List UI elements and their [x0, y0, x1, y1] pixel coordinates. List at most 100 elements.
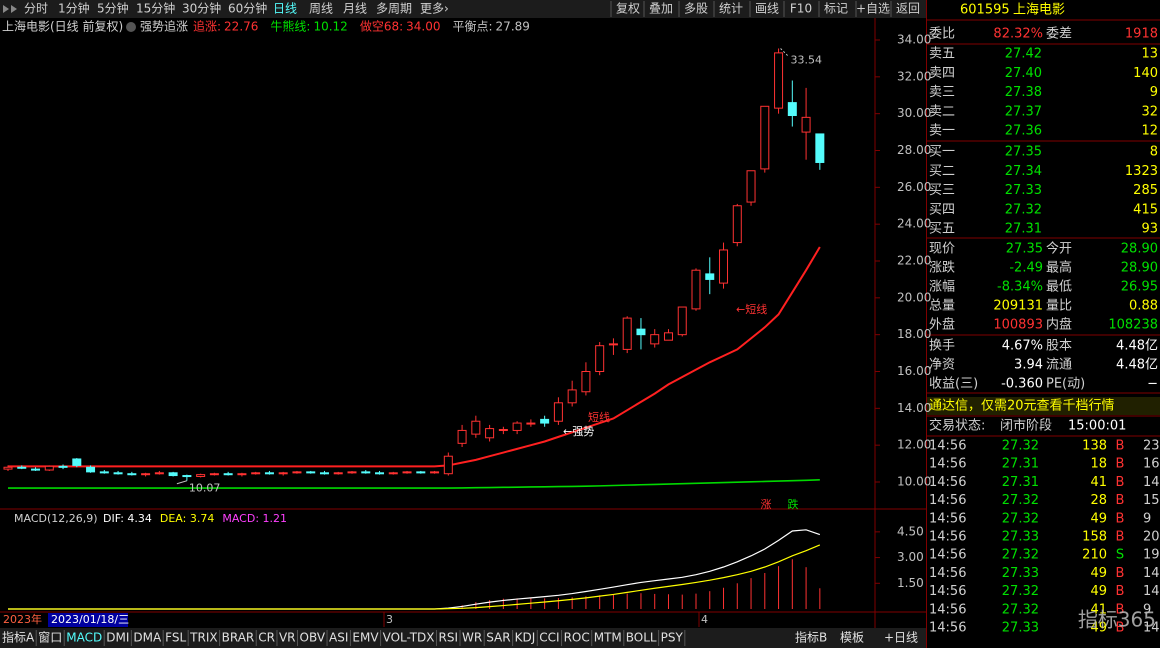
candle-body: [86, 466, 96, 473]
quote-label: 现价: [929, 242, 955, 257]
period-tab[interactable]: 15分钟: [136, 1, 175, 16]
period-tab[interactable]: 30分钟: [182, 1, 221, 16]
period-tab[interactable]: 日线: [273, 2, 297, 16]
indicator-label: 平衡点:: [453, 20, 493, 34]
candle-body: [540, 418, 550, 424]
advert[interactable]: 通达信，仅需20元查看千档行情: [929, 398, 1115, 414]
indicator-tab[interactable]: ROC: [564, 631, 590, 645]
indicator-tab[interactable]: PSY: [661, 631, 684, 645]
toolbar-button[interactable]: +自选: [856, 2, 890, 16]
book-label: 卖三: [929, 85, 955, 100]
candle-body: [388, 472, 398, 475]
indicator-tab[interactable]: BOLL: [626, 631, 657, 645]
candle-body: [471, 420, 481, 435]
indicator-tab[interactable]: SAR: [486, 631, 510, 645]
candle-body: [72, 458, 82, 466]
tick-volume: 28: [1090, 493, 1107, 508]
period-tab[interactable]: 周线: [309, 2, 333, 16]
tick-count: 23: [1143, 439, 1160, 454]
period-tab[interactable]: 月线: [343, 2, 367, 16]
indicator-tab[interactable]: FSL: [165, 631, 186, 645]
toolbar-button[interactable]: 复权: [616, 2, 640, 16]
toolbar-button[interactable]: F10: [790, 2, 812, 16]
toolbar-button[interactable]: 统计: [719, 2, 743, 16]
quote-value: 4.48亿: [1116, 358, 1158, 373]
indicator-tab[interactable]: KDJ: [515, 631, 536, 645]
indicator-tab[interactable]: OBV: [300, 631, 326, 645]
book-label: 买一: [929, 145, 955, 160]
indicator-tab[interactable]: CCI: [539, 631, 559, 645]
indicator-label: 追涨:: [193, 19, 221, 34]
indicator-tab[interactable]: CR: [258, 631, 275, 645]
indicator-tab[interactable]: BRAR: [222, 631, 255, 645]
toolbar-button[interactable]: 返回: [896, 2, 920, 16]
candle-body: [416, 471, 426, 474]
quote-value: −: [1147, 377, 1158, 392]
y-tick-label: 3.00: [897, 550, 924, 564]
annotation: 33.54: [791, 53, 823, 66]
panel-tab[interactable]: 日线: [894, 631, 918, 645]
tick-time: 14:56: [929, 511, 966, 526]
indicator-tab[interactable]: MTM: [594, 631, 622, 645]
indicator-tab[interactable]: DMI: [106, 631, 129, 645]
period-tab[interactable]: 多周期: [376, 2, 412, 16]
tick-count: 14: [1143, 566, 1160, 581]
candle-body: [457, 429, 467, 444]
book-label: 卖四: [929, 66, 955, 81]
period-tab[interactable]: 1分钟: [58, 1, 90, 16]
candle-body: [31, 468, 41, 471]
y-tick-label: 20.00: [897, 290, 931, 304]
book-price: 27.35: [1005, 145, 1042, 160]
candle-body: [650, 334, 660, 345]
toolbar-button[interactable]: 画线: [755, 2, 779, 16]
indicator-tab[interactable]: RSI: [439, 631, 459, 645]
book-price: 27.38: [1005, 85, 1042, 100]
annotation: 涨: [761, 498, 772, 511]
tick-count: 19: [1143, 548, 1160, 563]
toolbar-button[interactable]: 标记: [824, 2, 848, 16]
indicator-tab[interactable]: WR: [462, 631, 482, 645]
candle-body: [595, 345, 605, 373]
tick-time: 14:56: [929, 530, 966, 545]
status-value: 闭市阶段: [1000, 418, 1052, 434]
macd-value: DEA: 3.74: [160, 512, 214, 525]
period-tab[interactable]: 分时: [24, 2, 48, 16]
indicator-tab[interactable]: 窗口: [38, 631, 62, 645]
toolbar-button[interactable]: 多股: [684, 2, 708, 16]
book-volume: 285: [1133, 183, 1158, 198]
indicator-tab[interactable]: 指标A: [2, 630, 35, 645]
panel-tab[interactable]: 模板: [840, 631, 864, 645]
marker-leader: [780, 48, 789, 57]
tick-price: 27.32: [1002, 439, 1039, 454]
candle-body: [182, 475, 192, 478]
indicator-tab[interactable]: EMV: [352, 631, 379, 645]
tick-volume: 49: [1090, 511, 1107, 526]
period-tab[interactable]: 60分钟: [228, 1, 267, 16]
candle-body: [196, 474, 206, 477]
candle-body: [58, 465, 68, 468]
toolbar-button[interactable]: 叠加: [649, 2, 673, 16]
book-label: 卖一: [929, 124, 955, 139]
tick-price: 27.32: [1002, 602, 1039, 617]
indicator-tab[interactable]: VR: [279, 631, 296, 645]
y-tick-label: 22.00: [897, 254, 931, 268]
tick-count: 14: [1143, 475, 1160, 490]
indicator-tab[interactable]: ASI: [329, 631, 348, 645]
period-tab[interactable]: 5分钟: [97, 1, 129, 16]
candle-body: [553, 402, 563, 422]
panel-tab[interactable]: +: [884, 631, 894, 645]
indicator-tab[interactable]: MACD: [66, 631, 102, 645]
watermark: 指标365: [1078, 608, 1156, 632]
panel-tab[interactable]: 指标B: [795, 630, 827, 645]
book-volume: 13: [1141, 47, 1158, 62]
candle-body: [801, 116, 811, 133]
ratio-label: 委差: [1046, 27, 1072, 42]
quote-label: 涨幅: [929, 280, 955, 295]
candle-body: [567, 389, 577, 404]
period-tab[interactable]: 更多›: [420, 2, 449, 16]
indicator-tab[interactable]: DMA: [133, 631, 162, 645]
indicator-tab[interactable]: TRIX: [189, 631, 217, 645]
quote-value: 28.90: [1121, 242, 1158, 257]
indicator-tab[interactable]: VOL-TDX: [383, 631, 435, 645]
